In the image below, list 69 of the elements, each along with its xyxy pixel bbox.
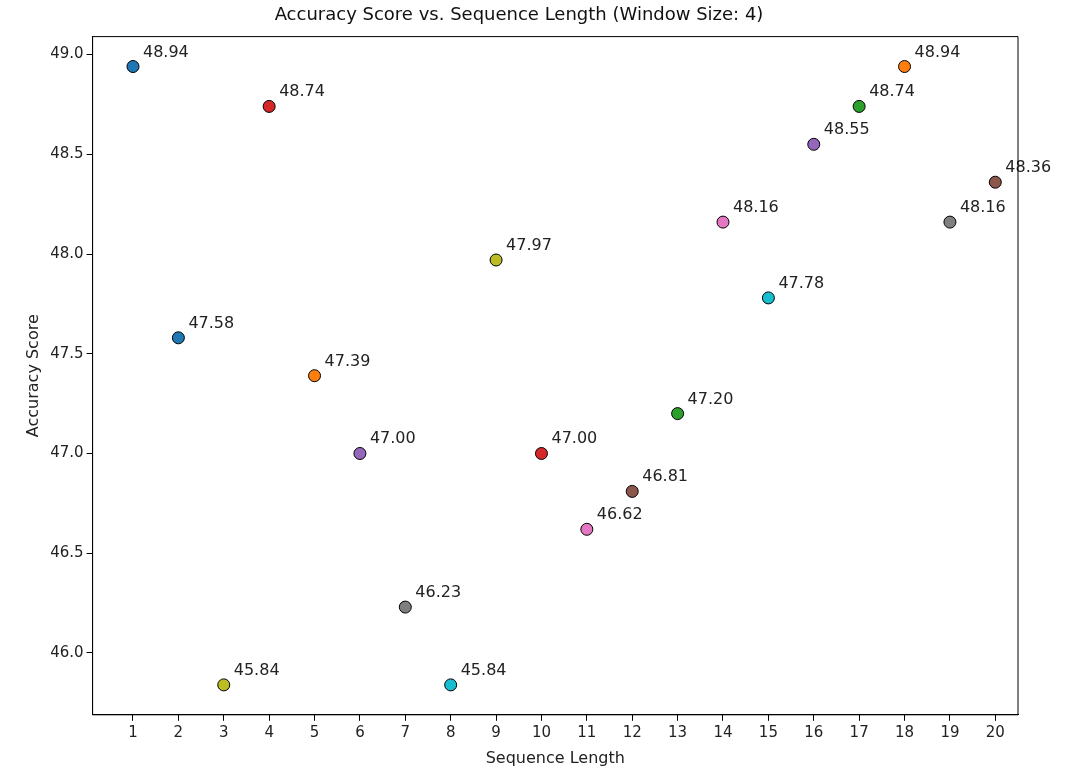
point [625,484,639,498]
point [126,60,140,74]
data-label: 47.20 [687,388,734,408]
x-tick-label: 1 [128,722,138,741]
x-tick-label: 5 [309,722,320,741]
y-tick-label: 47.0 [50,443,84,462]
x-tick-label: 17 [849,722,869,741]
data-label: 45.84 [460,659,507,679]
y-tick-label: 46.0 [50,642,84,661]
point [852,99,866,113]
data-label: 46.23 [415,582,462,602]
y-tick-label: 49.0 [50,44,84,63]
x-tick-label: 16 [804,722,824,741]
point [171,331,185,345]
x-tick-label: 20 [985,722,1005,741]
point [898,60,912,74]
x-tick-label: 13 [668,722,688,741]
data-label: 47.39 [324,350,371,370]
x-tick-label: 14 [713,722,733,741]
point [671,407,685,421]
x-tick-label: 11 [577,722,597,741]
data-label: 48.16 [733,197,779,217]
data-label: 47.00 [551,428,598,448]
x-tick-label: 10 [531,722,551,741]
point [398,600,412,614]
data-label: 48.55 [823,119,870,139]
data-label: 48.94 [914,41,961,61]
data-label: 46.62 [596,504,643,524]
y-tick-label: 48.0 [50,243,84,262]
point [217,678,231,692]
point [761,291,775,305]
data-label: 47.58 [188,312,235,332]
y-tick-label: 46.5 [50,543,84,562]
point [262,99,276,113]
y-axis-title: Accuracy Score [22,314,42,438]
x-tick-label: 15 [758,722,778,741]
point [489,253,503,267]
x-tick-label: 6 [355,722,365,741]
data-label: 48.94 [142,41,189,61]
data-label: 47.00 [369,428,416,448]
x-tick-label: 18 [894,722,915,741]
data-label: 47.97 [506,235,552,255]
data-label: 48.16 [959,197,1006,217]
point [444,678,458,692]
x-tick-label: 7 [400,722,411,741]
data-label: 45.84 [233,659,280,679]
data-label: 48.74 [869,81,915,101]
data-label: 47.78 [778,272,825,292]
point [580,522,594,536]
x-tick-label: 2 [173,722,184,741]
data-label: 48.74 [279,81,325,101]
x-axis-title: Sequence Length [485,747,625,767]
x-tick-label: 8 [445,722,456,741]
point [943,215,957,229]
y-tick-label: 48.5 [50,144,84,163]
x-tick-label: 4 [264,722,274,741]
point [353,446,367,460]
x-tick-label: 19 [940,722,960,741]
point [534,446,548,460]
x-tick-label: 9 [491,722,501,741]
point [716,215,730,229]
point [807,137,821,151]
data-label: 46.81 [642,466,689,486]
x-tick-label: 12 [622,722,642,741]
point [988,175,1002,189]
point [308,369,322,383]
chart-title: Accuracy Score vs. Sequence Length (Window Size: 4) [274,3,764,25]
y-tick-label: 47.5 [50,343,84,362]
x-tick-label: 3 [218,722,229,741]
